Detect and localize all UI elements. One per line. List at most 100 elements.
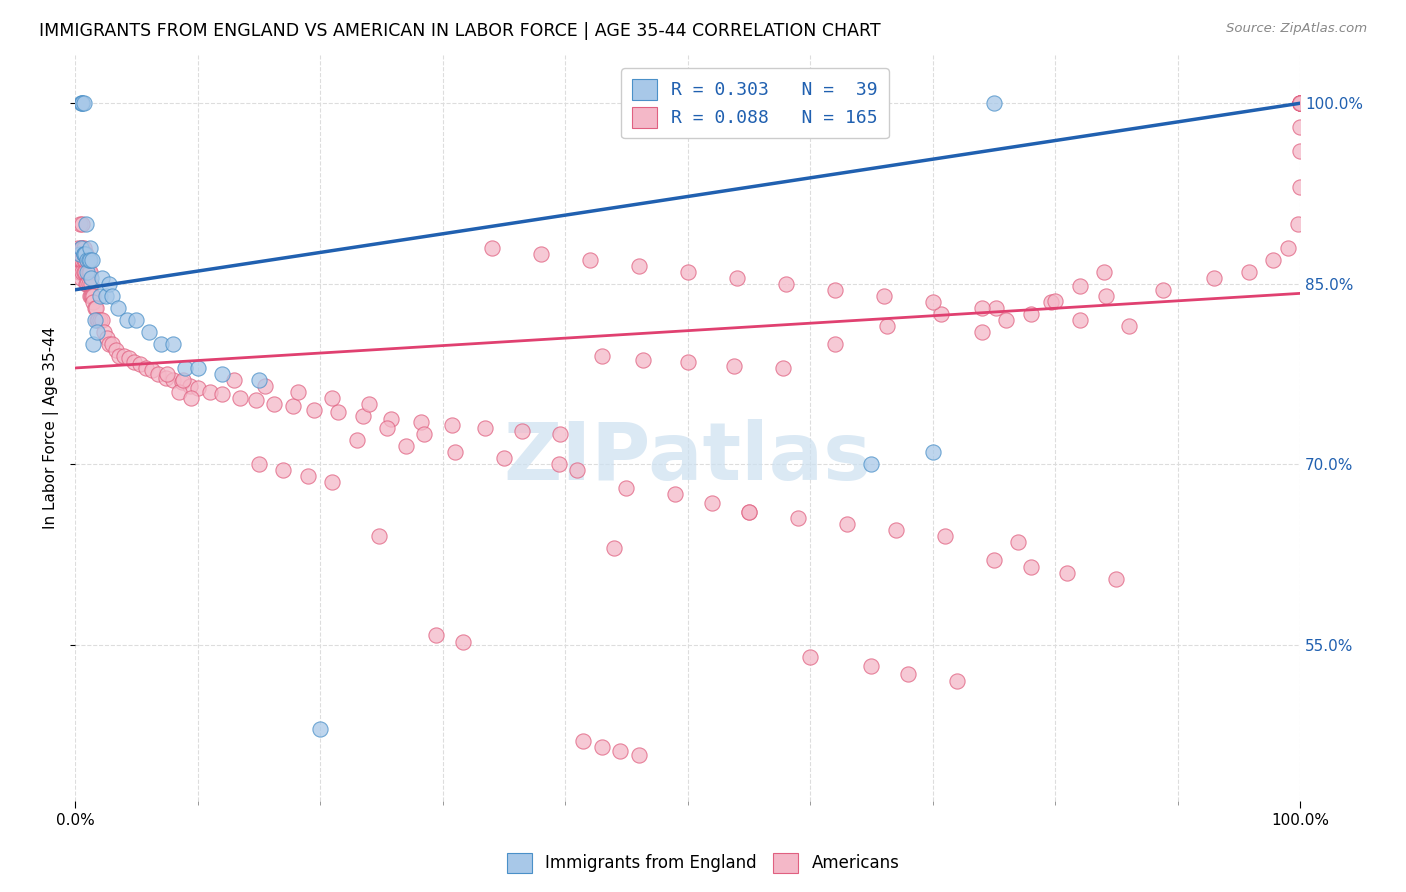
Point <box>1040 294 1063 309</box>
Point <box>302 403 325 417</box>
Point <box>77 252 100 267</box>
Point <box>1289 145 1312 159</box>
Point <box>983 553 1005 567</box>
Text: Source: ZipAtlas.com: Source: ZipAtlas.com <box>1226 22 1367 36</box>
Point <box>72 96 94 111</box>
Point <box>297 469 319 483</box>
Point <box>377 421 399 435</box>
Point <box>453 635 475 649</box>
Point <box>148 367 170 381</box>
Point <box>73 252 96 267</box>
Point <box>921 294 943 309</box>
Point <box>986 301 1008 315</box>
Point <box>86 313 108 327</box>
Legend: Immigrants from England, Americans: Immigrants from England, Americans <box>501 847 905 880</box>
Point <box>627 259 650 273</box>
Point <box>115 313 138 327</box>
Point <box>1095 289 1118 303</box>
Point <box>1289 96 1312 111</box>
Point <box>772 361 794 376</box>
Point <box>441 417 464 432</box>
Point <box>413 427 436 442</box>
Text: IMMIGRANTS FROM ENGLAND VS AMERICAN IN LABOR FORCE | AGE 35-44 CORRELATION CHART: IMMIGRANTS FROM ENGLAND VS AMERICAN IN L… <box>39 22 882 40</box>
Point <box>1289 96 1312 111</box>
Point <box>149 337 172 351</box>
Point <box>548 427 571 442</box>
Point <box>79 241 101 255</box>
Point <box>1289 96 1312 111</box>
Point <box>112 349 135 363</box>
Point <box>122 355 145 369</box>
Point <box>492 451 515 466</box>
Point <box>567 463 589 477</box>
Point <box>860 457 883 471</box>
Point <box>73 265 96 279</box>
Point <box>929 307 952 321</box>
Point <box>357 397 380 411</box>
Point <box>738 505 761 519</box>
Point <box>82 289 104 303</box>
Point <box>82 337 104 351</box>
Point <box>179 379 201 393</box>
Y-axis label: In Labor Force | Age 35-44: In Labor Force | Age 35-44 <box>44 327 59 529</box>
Point <box>872 289 894 303</box>
Legend: R = 0.303   N =  39, R = 0.088   N = 165: R = 0.303 N = 39, R = 0.088 N = 165 <box>621 68 889 138</box>
Point <box>481 241 503 255</box>
Point <box>84 301 107 315</box>
Point <box>921 445 943 459</box>
Point <box>73 246 96 260</box>
Point <box>591 739 613 754</box>
Point <box>98 337 121 351</box>
Point <box>1277 241 1299 255</box>
Point <box>876 318 898 333</box>
Point <box>591 349 613 363</box>
Point <box>548 457 571 471</box>
Point <box>75 277 97 291</box>
Point <box>73 241 96 255</box>
Point <box>76 252 98 267</box>
Point <box>1237 265 1260 279</box>
Point <box>1069 279 1091 293</box>
Point <box>174 361 197 376</box>
Text: ZIPatlas: ZIPatlas <box>503 419 872 497</box>
Point <box>135 361 157 376</box>
Point <box>247 373 270 387</box>
Point <box>87 313 110 327</box>
Point <box>172 373 194 387</box>
Point <box>229 391 252 405</box>
Point <box>80 289 103 303</box>
Point <box>1019 307 1042 321</box>
Point <box>96 331 118 345</box>
Point <box>676 355 699 369</box>
Point <box>101 289 124 303</box>
Point <box>603 541 626 556</box>
Point <box>309 722 332 736</box>
Point <box>1056 566 1078 580</box>
Point <box>346 433 368 447</box>
Point <box>86 325 108 339</box>
Point <box>529 246 551 260</box>
Point <box>321 475 343 490</box>
Point <box>72 252 94 267</box>
Point <box>94 289 117 303</box>
Point <box>367 529 389 543</box>
Point <box>69 265 91 279</box>
Point <box>79 289 101 303</box>
Point <box>187 361 209 376</box>
Point <box>1092 265 1115 279</box>
Point <box>723 359 745 373</box>
Point <box>73 265 96 279</box>
Point <box>72 241 94 255</box>
Point <box>70 241 93 255</box>
Point <box>786 511 808 525</box>
Point <box>75 217 97 231</box>
Point <box>1289 96 1312 111</box>
Point <box>578 252 600 267</box>
Point <box>738 505 761 519</box>
Point <box>352 409 374 423</box>
Point <box>824 283 846 297</box>
Point <box>860 659 883 673</box>
Point <box>609 743 631 757</box>
Point <box>107 301 129 315</box>
Point <box>1007 535 1029 549</box>
